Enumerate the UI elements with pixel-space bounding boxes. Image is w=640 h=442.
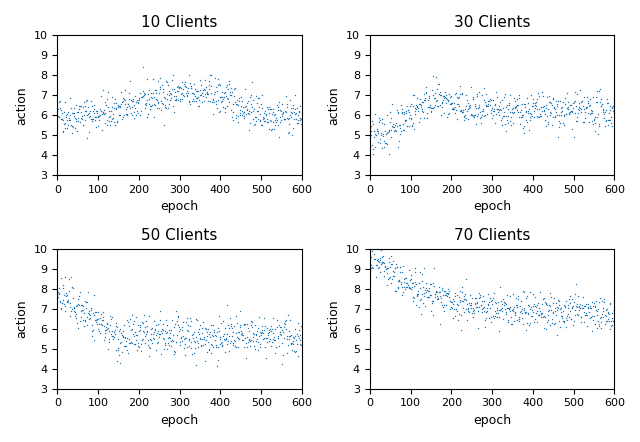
X-axis label: epoch: epoch: [473, 414, 511, 427]
Title: 30 Clients: 30 Clients: [454, 15, 531, 30]
Y-axis label: action: action: [15, 86, 28, 125]
Title: 10 Clients: 10 Clients: [141, 15, 218, 30]
X-axis label: epoch: epoch: [161, 414, 198, 427]
Y-axis label: action: action: [328, 86, 340, 125]
Title: 70 Clients: 70 Clients: [454, 229, 531, 244]
X-axis label: epoch: epoch: [473, 201, 511, 213]
Title: 50 Clients: 50 Clients: [141, 229, 218, 244]
Y-axis label: action: action: [15, 300, 28, 338]
Y-axis label: action: action: [328, 300, 340, 338]
X-axis label: epoch: epoch: [161, 201, 198, 213]
